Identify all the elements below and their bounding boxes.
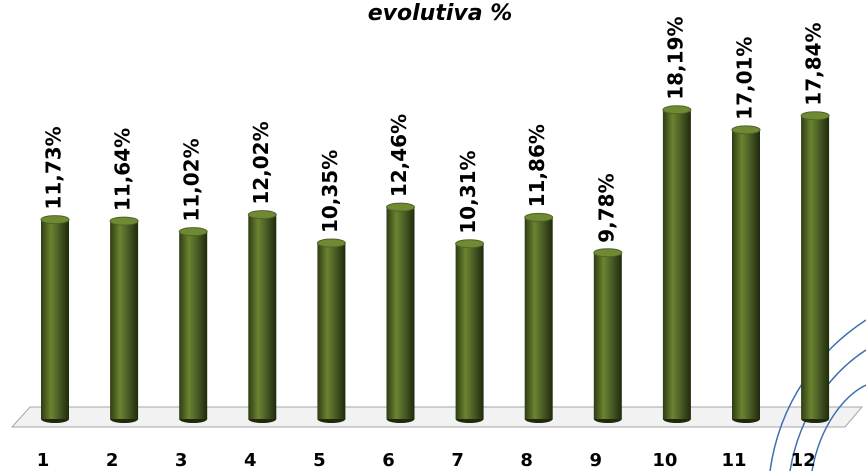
bar (593, 252, 622, 419)
bar (524, 217, 553, 419)
x-tick-label: 11 (721, 450, 746, 471)
chart-title: evolutiva % (368, 1, 513, 26)
bar-top (247, 210, 277, 220)
value-label: 10,31% (456, 150, 480, 233)
bar-top (731, 125, 761, 135)
value-label: 17,84% (802, 22, 826, 105)
bar-top (40, 215, 70, 225)
x-tick-label: 12 (791, 450, 816, 471)
bar-top (109, 216, 139, 226)
x-tick-label: 8 (520, 450, 533, 471)
x-tick-label: 10 (652, 450, 677, 471)
value-label: 18,19% (663, 16, 687, 99)
bar (732, 129, 760, 419)
value-label: 11,02% (180, 138, 204, 221)
bar (41, 219, 69, 419)
bar (179, 231, 208, 419)
x-tick-label: 2 (106, 450, 119, 471)
x-tick-label: 4 (244, 450, 257, 471)
bar (455, 243, 484, 419)
bar (110, 221, 139, 419)
value-label: 11,86% (525, 124, 549, 207)
value-label: 11,64% (111, 128, 135, 211)
x-tick-label: 7 (451, 450, 464, 471)
value-label: 17,01% (733, 37, 757, 120)
bar (317, 243, 346, 419)
bar-top (316, 238, 346, 248)
x-tick-label: 3 (175, 450, 188, 471)
bar-top (524, 212, 554, 222)
bar-top (662, 105, 692, 115)
floor (10, 406, 864, 428)
bar-top (455, 239, 485, 249)
bar-top (593, 248, 623, 258)
value-label: 9,78% (594, 173, 618, 242)
value-label: 11,73% (42, 126, 66, 209)
bar-top (386, 202, 415, 212)
x-tick-label: 5 (313, 450, 326, 471)
bar (662, 109, 691, 420)
bar-top (178, 227, 208, 237)
bar (248, 214, 277, 419)
bar-top (800, 111, 830, 121)
value-label: 12,02% (249, 121, 273, 204)
x-tick-label: 6 (382, 450, 395, 471)
x-tick-label: 1 (37, 450, 50, 471)
value-label: 12,46% (387, 114, 411, 197)
value-label: 10,35% (318, 150, 342, 233)
bar (801, 115, 830, 419)
bar (386, 207, 415, 419)
x-tick-label: 9 (590, 450, 603, 471)
